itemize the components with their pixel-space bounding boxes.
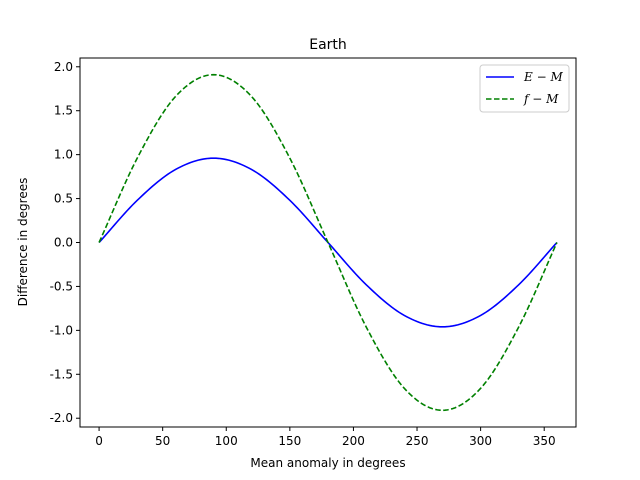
y-tick-label: 1.0	[54, 148, 73, 162]
legend-label: E − M	[523, 70, 563, 84]
x-axis-label: Mean anomaly in degrees	[250, 456, 405, 470]
x-tick-label: 250	[406, 434, 429, 448]
x-tick-label: 0	[95, 434, 103, 448]
x-tick-label: 50	[155, 434, 170, 448]
x-axis-ticks: 0 50 100 150 200 250 300 350	[95, 427, 556, 448]
series-line-f-minus-m	[98, 73, 558, 412]
x-tick-label: 200	[342, 434, 365, 448]
legend-label: f − M	[523, 92, 559, 106]
y-tick-label: -1.5	[50, 367, 73, 381]
y-tick-label: 0.5	[54, 192, 73, 206]
y-axis-ticks: -2.0 -1.5 -1.0 -0.5 0.0 0.5 1.0 1.5 2.0	[50, 60, 80, 425]
x-tick-label: 100	[215, 434, 238, 448]
y-tick-label: 0.0	[54, 236, 73, 250]
chart-title: Earth	[309, 37, 347, 53]
y-tick-label: -2.0	[50, 411, 73, 425]
y-axis-label: Difference in degrees	[16, 178, 30, 307]
y-tick-label: 2.0	[54, 60, 73, 74]
y-tick-label: -1.0	[50, 323, 73, 337]
plot-area	[98, 73, 558, 412]
x-tick-label: 350	[533, 434, 556, 448]
y-tick-label: 1.5	[54, 104, 73, 118]
x-tick-label: 300	[469, 434, 492, 448]
legend: E − M f − M	[479, 64, 570, 113]
y-tick-label: -0.5	[50, 279, 73, 293]
x-tick-label: 150	[278, 434, 301, 448]
